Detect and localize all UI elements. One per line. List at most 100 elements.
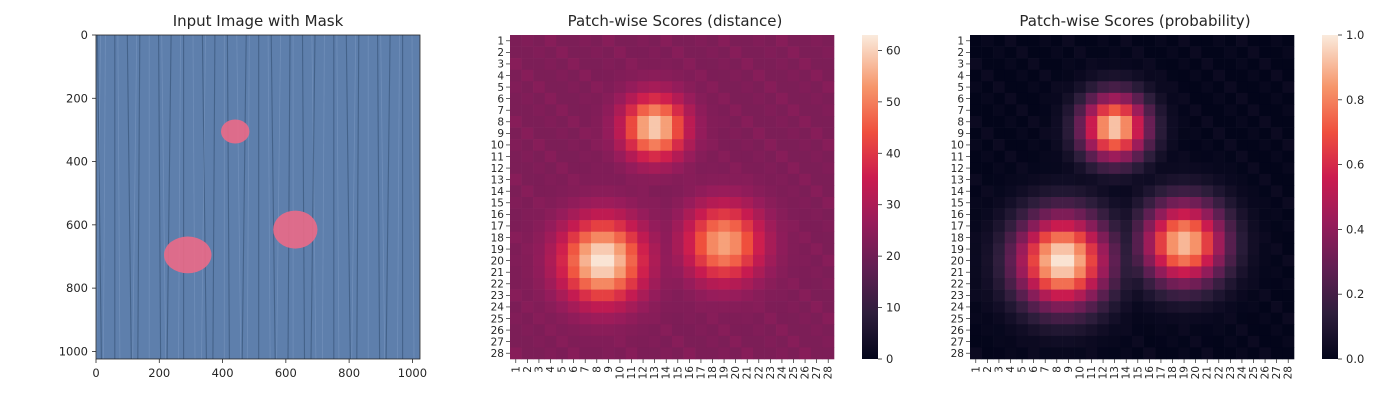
- heatmap-cell: [625, 220, 638, 233]
- panel-input-image: Input Image with Mask 0 200 400 600 800 1000 …: [59, 12, 427, 380]
- heatmap-cell: [753, 324, 765, 337]
- heatmap-cell: [799, 150, 812, 163]
- heatmap-cell: [567, 243, 580, 256]
- heatmap-cell: [510, 46, 522, 59]
- heatmap-cell: [1004, 92, 1017, 105]
- heatmap-cell: [625, 46, 638, 59]
- heatmap-cell: [718, 254, 731, 267]
- heatmap-cell: [1259, 162, 1272, 175]
- heatmap-cell: [579, 289, 592, 302]
- heatmap-cell: [970, 347, 982, 360]
- heatmap-cell: [648, 301, 661, 314]
- y-tick-label: 6: [497, 93, 504, 105]
- heatmap-cell: [1085, 185, 1098, 198]
- x-tick-label: 8: [591, 366, 603, 373]
- heatmap-cell: [567, 254, 580, 267]
- heatmap-cell: [683, 104, 696, 117]
- heatmap-cell: [660, 127, 673, 140]
- heatmap-cell: [1039, 243, 1052, 256]
- heatmap-cell: [718, 278, 731, 290]
- heatmap-cell: [1259, 127, 1272, 140]
- heatmap-cell: [1178, 324, 1191, 337]
- heatmap-cell: [1282, 220, 1295, 233]
- heatmap-cell: [1201, 197, 1214, 209]
- heatmap-cell: [706, 173, 719, 186]
- heatmap-cell: [556, 197, 569, 209]
- heatmap-cell: [1247, 254, 1260, 267]
- heatmap-cell: [602, 127, 615, 140]
- heatmap-cell: [695, 208, 708, 221]
- heatmap-cell: [614, 139, 627, 152]
- heatmap-cell: [1108, 150, 1121, 163]
- heatmap-cell: [764, 231, 777, 244]
- heatmap-cell: [1132, 35, 1144, 47]
- heatmap-cell: [660, 58, 673, 71]
- heatmap-cell: [533, 116, 546, 128]
- heatmap-cell: [1016, 266, 1029, 279]
- heatmap-cell: [591, 220, 603, 233]
- heatmap-cell: [1074, 347, 1087, 360]
- heatmap-cell: [614, 92, 627, 105]
- heatmap-cell: [556, 69, 569, 82]
- heatmap-cell: [533, 69, 546, 82]
- heatmap-cell: [591, 231, 603, 244]
- heatmap-cell: [660, 347, 673, 360]
- heatmap-cell: [637, 162, 650, 175]
- heatmap-cell: [648, 46, 661, 59]
- heatmap-cell: [776, 243, 789, 256]
- heatmap-cell: [521, 324, 534, 337]
- heatmap-cell: [1247, 139, 1260, 152]
- heatmap-cell: [993, 243, 1006, 256]
- heatmap-cell: [1247, 243, 1260, 256]
- heatmap-cell: [718, 289, 731, 302]
- heatmap-cell: [1027, 185, 1040, 198]
- y-tick-label: 10: [491, 140, 504, 152]
- heatmap-cell: [970, 139, 982, 152]
- heatmap-cell: [1074, 185, 1087, 198]
- x-tick-label: 15: [672, 366, 684, 379]
- heatmap-cell: [718, 162, 731, 175]
- heatmap-cell: [764, 92, 777, 105]
- x-tick-label: 10: [614, 366, 626, 379]
- heatmap-cell: [521, 335, 534, 348]
- heatmap-cell: [1062, 139, 1075, 152]
- panel-1-title: Input Image with Mask: [173, 12, 344, 30]
- heatmap-cell: [579, 324, 592, 337]
- wood-grain-line: [380, 35, 386, 359]
- heatmap-cell: [1074, 312, 1087, 325]
- heatmap-cell: [764, 35, 777, 47]
- heatmap-cell: [776, 46, 789, 59]
- heatmap-cell: [695, 92, 708, 105]
- heatmap-cell: [521, 58, 534, 71]
- heatmap-cell: [695, 324, 708, 337]
- heatmap-cell: [672, 92, 684, 105]
- heatmap-cell: [1062, 266, 1075, 279]
- wood-grain-line: [397, 35, 400, 359]
- heatmap-cell: [672, 324, 684, 337]
- heatmap-cell: [1224, 139, 1237, 152]
- heatmap-cell: [544, 92, 557, 105]
- heatmap-cell: [1108, 335, 1121, 348]
- heatmap-cell: [799, 231, 812, 244]
- heatmap-cell: [1062, 104, 1075, 117]
- heatmap-cell: [1270, 81, 1283, 94]
- heatmap-cell: [1074, 220, 1087, 233]
- wood-texture-image: [96, 35, 420, 359]
- y-tick-label: 16: [491, 209, 505, 221]
- heatmap-cell: [776, 208, 789, 221]
- heatmap-cell: [822, 347, 835, 360]
- heatmap-cell: [1143, 335, 1156, 348]
- heatmap-cell: [1236, 243, 1249, 256]
- heatmap-cell: [1143, 266, 1156, 279]
- heatmap-cell: [579, 150, 592, 163]
- heatmap-cell: [706, 58, 719, 71]
- heatmap-cell: [799, 243, 812, 256]
- heatmap-cell: [1213, 162, 1225, 175]
- heatmap-cell: [822, 69, 835, 82]
- heatmap-cell: [1201, 104, 1214, 117]
- heatmap-cell: [1039, 197, 1052, 209]
- heatmap-cell: [1213, 185, 1225, 198]
- heatmap-cell: [1016, 243, 1029, 256]
- heatmap-cell: [729, 278, 742, 290]
- heatmap-cell: [1213, 150, 1225, 163]
